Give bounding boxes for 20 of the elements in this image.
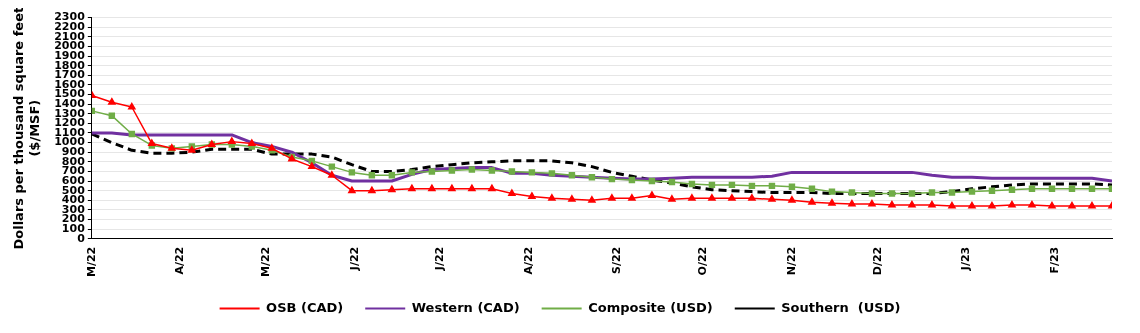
x-tick-label: S/22	[610, 246, 624, 274]
legend-label: Southern (USD)	[781, 299, 901, 315]
legend-label: OSB (CAD)	[266, 299, 344, 315]
x-tick-label: O/22	[696, 246, 710, 276]
x-tick-label: J/22	[433, 246, 447, 272]
x-tick-label: M/22	[258, 246, 272, 278]
x-tick-label: M/22	[84, 246, 98, 278]
y-axis-title: Dollars per thousand square feet ($/MSF)	[11, 6, 42, 250]
x-tick-label: A/22	[173, 246, 187, 275]
x-tick-label: J/23	[959, 246, 973, 272]
x-tick-label: N/22	[784, 246, 798, 276]
x-tick-label: F/23	[1047, 246, 1061, 274]
x-tick-label: J/22	[347, 246, 361, 272]
y-tick-label: 600	[61, 173, 86, 187]
legend-label: Western (CAD)	[411, 299, 520, 315]
x-tick-label: A/22	[521, 246, 535, 275]
y-tick-label: 1400	[54, 96, 86, 110]
x-tick-label: D/22	[870, 246, 884, 276]
y-tick-label: 1900	[54, 48, 86, 62]
legend-label: Composite (USD)	[588, 299, 713, 315]
